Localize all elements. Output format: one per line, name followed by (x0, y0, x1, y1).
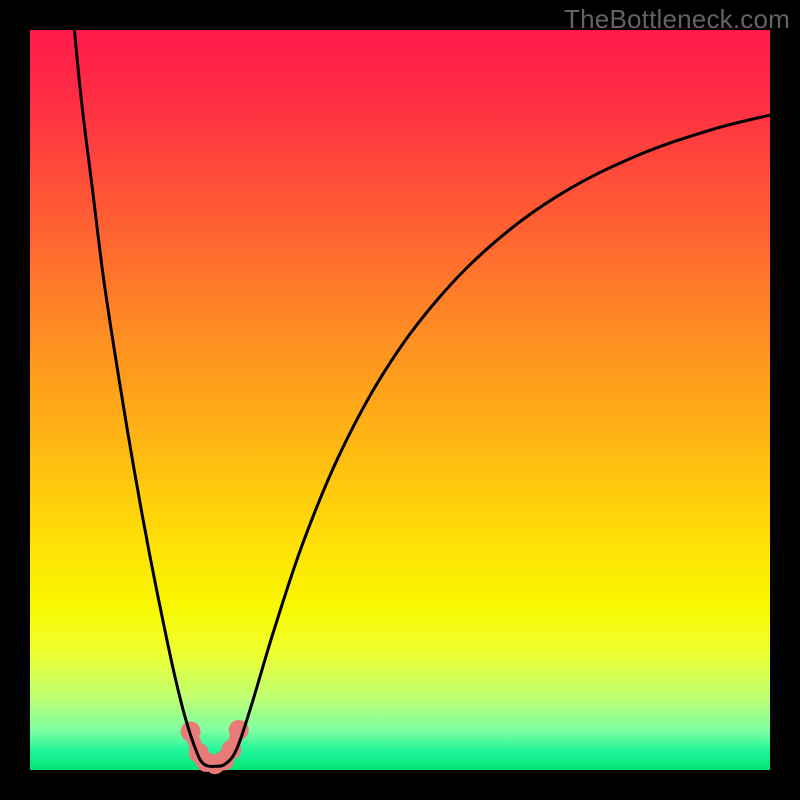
chart-frame: TheBottleneck.com (0, 0, 800, 800)
watermark-text: TheBottleneck.com (564, 4, 790, 35)
bottleneck-chart (0, 0, 800, 800)
plot-background (30, 30, 770, 770)
